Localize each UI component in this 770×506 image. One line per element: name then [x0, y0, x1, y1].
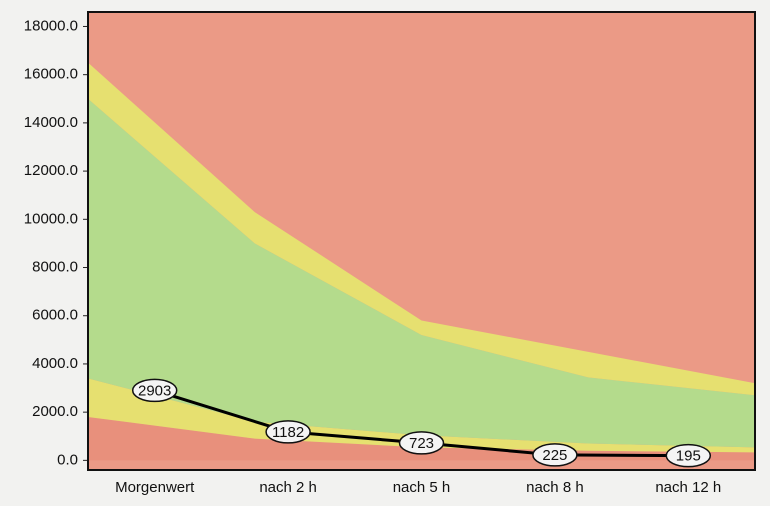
band-area: [88, 62, 755, 396]
y-tick-label: 8000.0: [32, 258, 78, 275]
plot-frame: [87, 11, 756, 471]
point: [131, 378, 178, 403]
y-tick-label: 16000.0: [24, 66, 78, 83]
y-tick-label: 18000.0: [24, 17, 78, 34]
data-label: 195: [676, 448, 701, 465]
band-area: [88, 98, 755, 448]
y-tick-label: 2000.0: [32, 403, 78, 420]
x-tick-label: Morgenwert: [115, 479, 195, 496]
y-tick-label: 10000.0: [24, 210, 78, 227]
data-label: 2903: [138, 382, 171, 399]
point: [532, 443, 578, 467]
point: [398, 431, 445, 455]
data-label: 1182: [272, 424, 304, 441]
y-tick-label: 12000.0: [24, 162, 78, 179]
y-tick-label: 6000.0: [32, 307, 78, 324]
band-area: [88, 378, 755, 453]
point: [665, 443, 712, 468]
data-label: 225: [542, 447, 567, 464]
x-tick-label: nach 5 h: [393, 479, 451, 496]
y-tick-label: 0.0: [57, 451, 78, 468]
data-label: 723: [409, 435, 434, 452]
x-tick-label: nach 2 h: [259, 479, 317, 496]
point: [265, 420, 311, 444]
x-tick-label: nach 8 h: [526, 479, 584, 496]
band-area: [88, 416, 755, 461]
y-tick-label: 4000.0: [32, 355, 78, 372]
x-tick-label: nach 12 h: [655, 479, 721, 496]
y-tick-label: 14000.0: [24, 114, 78, 131]
